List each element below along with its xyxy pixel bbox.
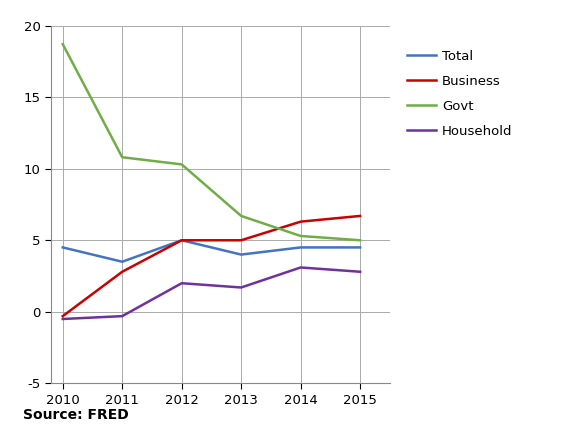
Line: Govt: Govt [63,44,360,240]
Business [179,238,185,243]
Line: Total: Total [63,240,360,262]
Govt [59,42,66,47]
Household [297,265,304,270]
Household [357,269,363,274]
Legend: Total, Business, Govt, Household: Total, Business, Govt, Household [407,50,513,138]
Govt [297,233,304,239]
Govt [179,162,185,167]
Business [357,213,363,219]
Business [238,238,245,243]
Business [59,314,66,319]
Govt [357,238,363,243]
Household [179,281,185,286]
Total [59,245,66,250]
Total [238,252,245,257]
Household [59,317,66,322]
Business [297,219,304,224]
Total [179,238,185,243]
Text: Source: FRED: Source: FRED [23,408,128,422]
Total [297,245,304,250]
Govt [119,155,125,160]
Total [357,245,363,250]
Household [238,285,245,290]
Business [119,269,125,274]
Line: Household: Household [63,268,360,319]
Total [119,259,125,264]
Household [119,314,125,319]
Govt [238,213,245,219]
Line: Business: Business [63,216,360,316]
